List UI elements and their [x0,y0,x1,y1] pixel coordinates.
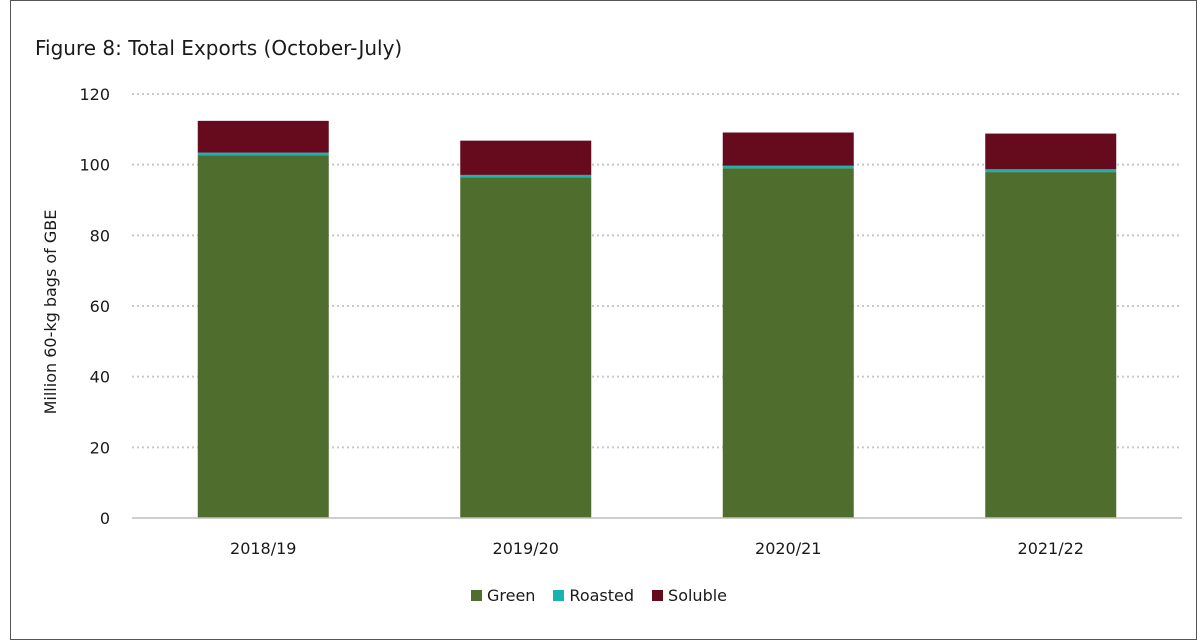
legend-item-roasted: Roasted [553,586,634,605]
y-tick-label: 20 [90,438,110,457]
bar-green-2020-21 [722,168,854,518]
chart-title: Figure 8: Total Exports (October-July) [35,36,403,60]
bar-soluble-2018-19 [197,120,329,153]
legend-swatch-green [470,590,482,601]
bar-soluble-2020-21 [722,132,854,166]
bar-roasted-2021-22 [985,169,1117,173]
y-tick-label: 120 [79,85,110,104]
legend: Green Roasted Soluble [0,586,1198,605]
legend-swatch-soluble [652,590,664,601]
legend-item-green: Green [470,586,536,605]
bars [197,120,1117,519]
y-axis-ticks: 0 20 40 60 80 100 120 [79,85,110,528]
y-tick-label: 80 [90,226,110,245]
bar-roasted-2018-19 [197,152,329,156]
y-tick-label: 60 [90,297,110,316]
x-axis-ticks: 2018/19 2019/20 2020/21 2021/22 [230,539,1084,558]
bar-green-2019-20 [460,177,592,519]
legend-label: Soluble [668,586,728,605]
y-tick-label: 100 [79,156,110,175]
legend-item-soluble: Soluble [652,586,727,605]
bar-green-2018-19 [197,155,329,519]
x-tick-label: 2021/22 [1018,539,1084,558]
legend-swatch-roasted [553,590,565,601]
legend-label: Green [486,586,536,605]
bar-roasted-2019-20 [460,174,592,178]
bar-roasted-2020-21 [722,165,854,169]
bar-green-2021-22 [985,172,1117,518]
bar-soluble-2019-20 [460,140,592,175]
stacked-bar-chart: 0 20 40 60 80 100 120 2018/19 2019/20 2020/21 202… [41,85,1182,558]
x-tick-label: 2020/21 [755,539,821,558]
bar-soluble-2021-22 [985,133,1117,170]
x-tick-label: 2019/20 [493,539,559,558]
y-axis-title: Million 60-kg bags of GBE [41,210,60,415]
legend-label: Roasted [569,586,635,605]
y-tick-label: 40 [90,368,110,387]
y-tick-label: 0 [100,509,110,528]
x-tick-label: 2018/19 [230,539,296,558]
